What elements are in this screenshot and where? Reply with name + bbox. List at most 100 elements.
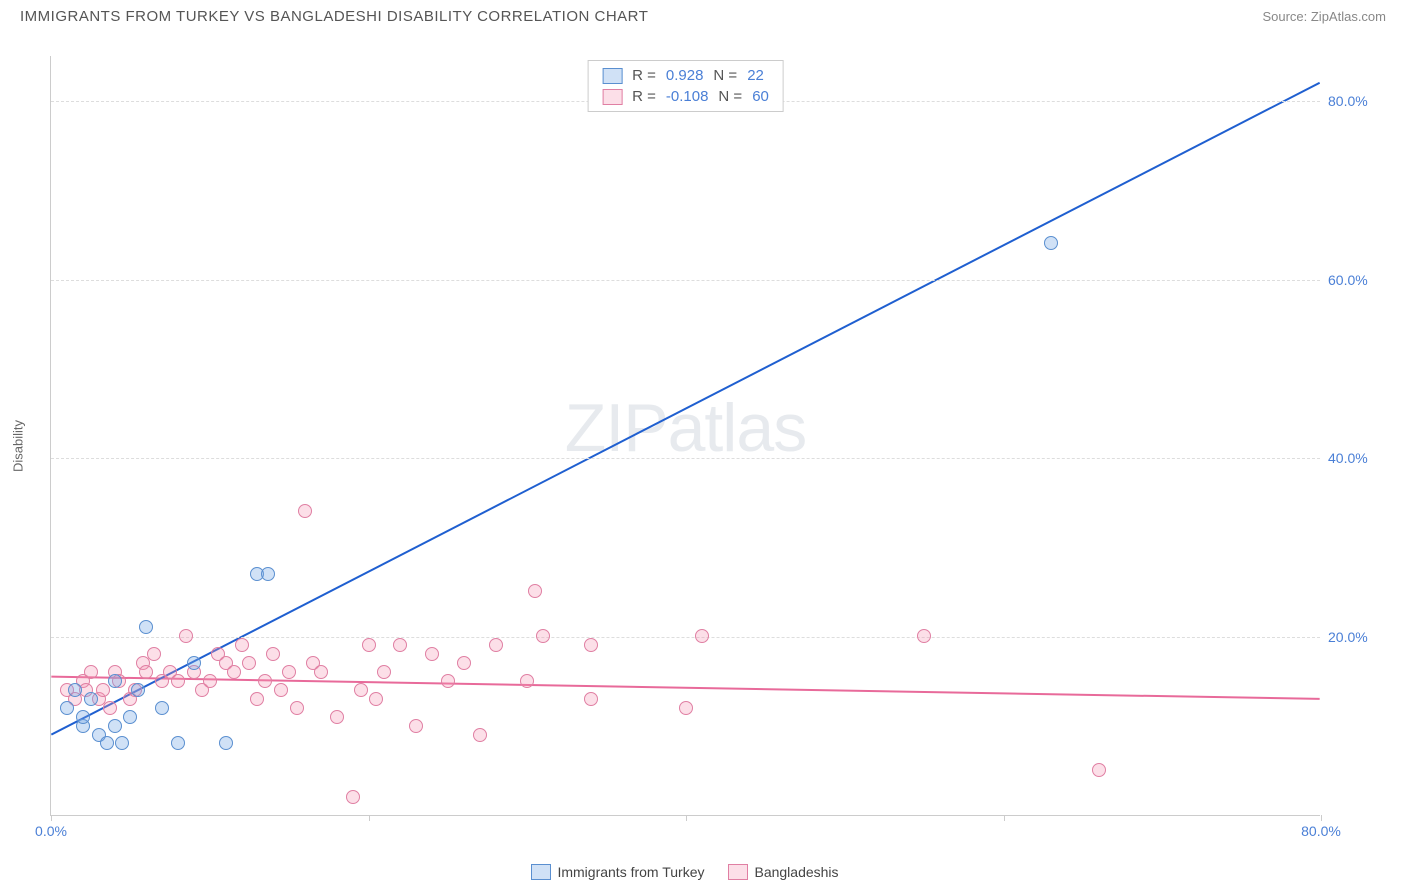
- data-point-turkey: [219, 736, 233, 750]
- data-point-bangladeshi: [274, 683, 288, 697]
- data-point-bangladeshi: [290, 701, 304, 715]
- y-tick-label: 40.0%: [1328, 450, 1378, 466]
- data-point-bangladeshi: [250, 692, 264, 706]
- data-point-turkey: [123, 710, 137, 724]
- swatch-turkey: [602, 68, 622, 84]
- r-value-turkey: 0.928: [666, 67, 704, 84]
- legend-item-bangladeshi: Bangladeshis: [728, 864, 838, 880]
- data-point-bangladeshi: [362, 638, 376, 652]
- chart-header: IMMIGRANTS FROM TURKEY VS BANGLADESHI DI…: [0, 0, 1406, 25]
- data-point-bangladeshi: [584, 692, 598, 706]
- data-point-turkey: [60, 701, 74, 715]
- gridline: [51, 280, 1320, 281]
- x-tick-label: 0.0%: [35, 823, 67, 839]
- legend-label-turkey: Immigrants from Turkey: [557, 864, 704, 880]
- data-point-bangladeshi: [369, 692, 383, 706]
- data-point-bangladeshi: [314, 665, 328, 679]
- data-point-bangladeshi: [346, 790, 360, 804]
- scatter-chart: ZIPatlas R = 0.928 N = 22 R = -0.108 N =…: [50, 56, 1320, 816]
- data-point-turkey: [76, 710, 90, 724]
- data-point-bangladeshi: [139, 665, 153, 679]
- x-tick: [369, 815, 370, 821]
- data-point-bangladeshi: [584, 638, 598, 652]
- n-label: N =: [718, 88, 742, 105]
- watermark-atlas: atlas: [668, 390, 807, 466]
- data-point-bangladeshi: [147, 647, 161, 661]
- data-point-bangladeshi: [266, 647, 280, 661]
- legend-row-bangladeshi: R = -0.108 N = 60: [602, 86, 769, 107]
- data-point-turkey: [171, 736, 185, 750]
- data-point-turkey: [108, 719, 122, 733]
- y-tick-label: 20.0%: [1328, 629, 1378, 645]
- chart-title: IMMIGRANTS FROM TURKEY VS BANGLADESHI DI…: [20, 8, 648, 25]
- data-point-bangladeshi: [171, 674, 185, 688]
- data-point-bangladeshi: [103, 701, 117, 715]
- data-point-bangladeshi: [203, 674, 217, 688]
- n-value-bangladeshi: 60: [752, 88, 769, 105]
- y-tick-label: 80.0%: [1328, 93, 1378, 109]
- data-point-turkey: [187, 656, 201, 670]
- swatch-bangladeshi: [602, 89, 622, 105]
- x-tick-label: 80.0%: [1301, 823, 1341, 839]
- data-point-bangladeshi: [425, 647, 439, 661]
- data-point-turkey: [155, 701, 169, 715]
- r-label: R =: [632, 88, 656, 105]
- swatch-turkey: [531, 864, 551, 880]
- data-point-bangladeshi: [330, 710, 344, 724]
- legend-item-turkey: Immigrants from Turkey: [531, 864, 704, 880]
- data-point-turkey: [131, 683, 145, 697]
- legend-row-turkey: R = 0.928 N = 22: [602, 65, 769, 86]
- data-point-turkey: [84, 692, 98, 706]
- watermark-text: ZIPatlas: [565, 389, 806, 467]
- data-point-bangladeshi: [520, 674, 534, 688]
- r-value-bangladeshi: -0.108: [666, 88, 709, 105]
- y-axis-label: Disability: [11, 420, 26, 472]
- data-point-bangladeshi: [84, 665, 98, 679]
- source-attribution: Source: ZipAtlas.com: [1262, 9, 1386, 24]
- data-point-bangladeshi: [489, 638, 503, 652]
- x-tick: [51, 815, 52, 821]
- gridline: [51, 458, 1320, 459]
- n-label: N =: [713, 67, 737, 84]
- legend-label-bangladeshi: Bangladeshis: [754, 864, 838, 880]
- data-point-bangladeshi: [227, 665, 241, 679]
- data-point-bangladeshi: [298, 504, 312, 518]
- n-value-turkey: 22: [747, 67, 764, 84]
- y-tick-label: 60.0%: [1328, 272, 1378, 288]
- data-point-turkey: [1044, 236, 1058, 250]
- data-point-turkey: [108, 674, 122, 688]
- watermark-zip: ZIP: [565, 390, 668, 466]
- data-point-bangladeshi: [1092, 763, 1106, 777]
- x-tick: [1004, 815, 1005, 821]
- r-label: R =: [632, 67, 656, 84]
- data-point-bangladeshi: [441, 674, 455, 688]
- data-point-turkey: [115, 736, 129, 750]
- data-point-bangladeshi: [473, 728, 487, 742]
- data-point-bangladeshi: [917, 629, 931, 643]
- source-prefix: Source:: [1262, 9, 1310, 24]
- data-point-bangladeshi: [536, 629, 550, 643]
- data-point-bangladeshi: [354, 683, 368, 697]
- series-legend: Immigrants from Turkey Bangladeshis: [50, 864, 1320, 880]
- correlation-legend: R = 0.928 N = 22 R = -0.108 N = 60: [587, 60, 784, 112]
- data-point-turkey: [261, 567, 275, 581]
- data-point-bangladeshi: [242, 656, 256, 670]
- data-point-bangladeshi: [695, 629, 709, 643]
- data-point-turkey: [68, 683, 82, 697]
- x-tick: [686, 815, 687, 821]
- data-point-bangladeshi: [457, 656, 471, 670]
- data-point-turkey: [139, 620, 153, 634]
- data-point-turkey: [100, 736, 114, 750]
- trend-line: [51, 677, 1319, 699]
- data-point-bangladeshi: [235, 638, 249, 652]
- data-point-bangladeshi: [393, 638, 407, 652]
- x-tick: [1321, 815, 1322, 821]
- data-point-bangladeshi: [377, 665, 391, 679]
- data-point-bangladeshi: [179, 629, 193, 643]
- data-point-bangladeshi: [409, 719, 423, 733]
- data-point-bangladeshi: [258, 674, 272, 688]
- data-point-bangladeshi: [679, 701, 693, 715]
- data-point-bangladeshi: [528, 584, 542, 598]
- source-name: ZipAtlas.com: [1311, 9, 1386, 24]
- data-point-bangladeshi: [282, 665, 296, 679]
